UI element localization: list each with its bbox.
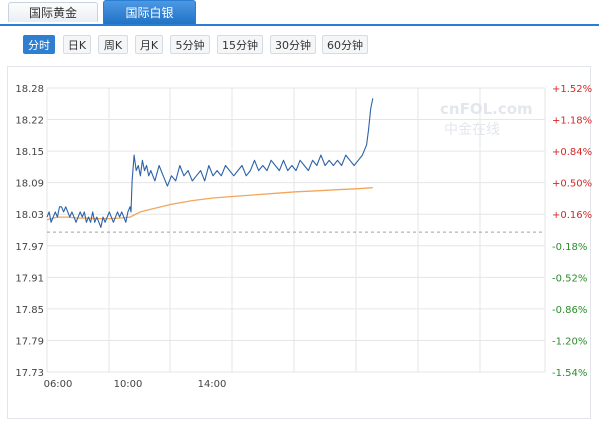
price-line [46, 98, 374, 228]
change-tick-label: -0.18% [552, 242, 587, 253]
change-tick-label: +1.52% [552, 84, 592, 95]
period-button-week[interactable]: 周K [98, 35, 128, 54]
change-tick-label: -1.54% [552, 368, 587, 379]
tab-silver[interactable]: 国际白银 [103, 0, 196, 24]
change-tick-label: -1.20% [552, 336, 587, 347]
y-tick-label: 18.22 [15, 116, 44, 127]
chart-frame [7, 66, 591, 419]
y-tick-label: 18.03 [15, 210, 44, 221]
change-tick-label: -0.86% [552, 305, 587, 316]
y-tick-label: 18.09 [15, 179, 44, 190]
tab-gold[interactable]: 国际黄金 [8, 2, 98, 22]
average-price-line [46, 187, 373, 221]
x-tick-label: 06:00 [44, 379, 73, 390]
y-tick-label: 17.79 [15, 336, 44, 347]
x-axis-ticks: 06:00 10:00 14:00 [44, 379, 227, 390]
period-button-60min[interactable]: 60分钟 [322, 35, 368, 54]
period-button-day[interactable]: 日K [63, 35, 91, 54]
change-tick-label: +0.16% [552, 210, 592, 221]
y-tick-label: 17.97 [15, 242, 44, 253]
y-tick-label: 17.73 [15, 368, 44, 379]
period-button-month[interactable]: 月K [135, 35, 163, 54]
period-button-5min[interactable]: 5分钟 [170, 35, 210, 54]
period-button-30min[interactable]: 30分钟 [270, 35, 316, 54]
period-button-15min[interactable]: 15分钟 [217, 35, 263, 54]
x-tick-label: 14:00 [198, 379, 227, 390]
watermark-logo-cn: 中金在线 [444, 122, 500, 138]
y-tick-label: 18.15 [15, 147, 44, 158]
change-tick-label: +0.50% [552, 179, 592, 190]
change-tick-label: -0.52% [552, 273, 587, 284]
watermark-logo: cnFOL.com [440, 100, 533, 118]
period-button-intraday[interactable]: 分时 [23, 35, 55, 54]
y-tick-label: 17.85 [15, 305, 44, 316]
right-axis-ticks: +1.52% +1.18% +0.84% +0.50% +0.16% -0.18% -0.5… [552, 84, 592, 379]
left-axis-ticks: 18.28 18.22 18.15 18.09 18.03 17.97 17.91 17.85… [15, 84, 44, 379]
y-tick-label: 17.91 [15, 273, 44, 284]
change-tick-label: +1.18% [552, 116, 592, 127]
change-tick-label: +0.84% [552, 147, 592, 158]
chart-series [46, 98, 374, 228]
market-tabs: 国际黄金 国际白银 [0, 0, 599, 26]
y-tick-label: 18.28 [15, 84, 44, 95]
period-selector: 分时 日K 周K 月K 5分钟 15分钟 30分钟 60分钟 [0, 35, 599, 57]
chart-grid [46, 87, 546, 373]
x-tick-label: 10:00 [114, 379, 143, 390]
